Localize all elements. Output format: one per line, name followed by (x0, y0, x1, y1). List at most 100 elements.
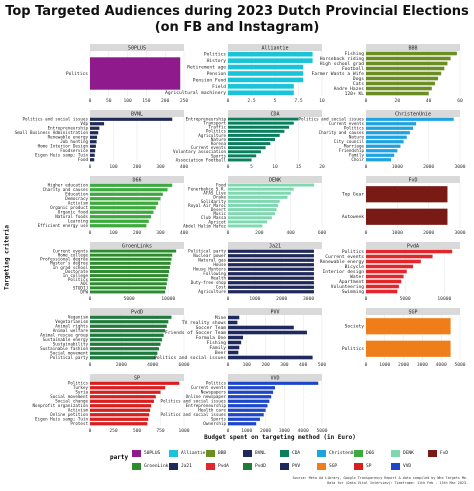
legend-item: BBB (206, 448, 226, 458)
y-tick-label: Home college (58, 253, 89, 258)
facet-strip (90, 242, 184, 249)
facet-strip-label: SP (134, 375, 140, 381)
legend-label: Ja21 (181, 463, 192, 469)
y-tick-label: Solidarity (201, 199, 227, 204)
x-tick-label: 0 (89, 428, 92, 434)
y-tick-label: Social movement (50, 351, 88, 356)
bar (366, 284, 399, 289)
y-tick-label: Charity and causes (43, 187, 89, 192)
x-tick-label: 200 (255, 230, 264, 236)
y-tick-label: Politics (342, 346, 364, 352)
y-tick-label: Dogs (353, 76, 364, 82)
y-tick-label: Online newspaper (186, 394, 227, 399)
x-tick-label: 200 (161, 98, 170, 104)
facet-strip-label: Ja21 (269, 243, 281, 249)
y-tick-label: Agriculture (198, 289, 226, 294)
bar (90, 253, 173, 257)
bar (90, 219, 149, 223)
facet-strip (228, 374, 322, 381)
y-tick-label: Beer (215, 350, 226, 356)
y-tick-label: Nature (211, 137, 227, 142)
y-tick-label: Politics (68, 277, 89, 282)
bar (366, 126, 413, 130)
legend-swatch (391, 449, 400, 457)
x-tick-label: 0 (89, 362, 92, 368)
x-tick-label: 400 (287, 230, 296, 236)
bar (90, 422, 148, 426)
bar (90, 270, 170, 273)
facet-strip-label: CDA (270, 111, 279, 117)
facet-strip-label: PVV (270, 309, 279, 315)
bar (366, 259, 421, 264)
y-tick-label: Animal rights (55, 324, 88, 329)
y-tick-label: Health care (198, 408, 226, 413)
x-tick-label: 100 (243, 362, 252, 368)
x-tick-label: 250 (109, 428, 118, 434)
y-tick-label: Family (349, 153, 365, 158)
bar (366, 81, 435, 86)
y-tick-label: Current events (325, 254, 364, 260)
bar (366, 279, 402, 284)
bar (228, 142, 271, 146)
y-tick-label: Field (212, 84, 226, 90)
y-tick-label: Mine (215, 315, 226, 321)
x-tick-label: 0 (227, 362, 230, 368)
y-tick-label: DFW (80, 289, 88, 294)
legend-swatch (132, 462, 141, 470)
y-tick-label: Organic product (50, 205, 88, 210)
y-tick-label: Agriculture (198, 133, 226, 138)
y-tick-label: Royal Air Maroc (188, 203, 226, 208)
bar (228, 77, 304, 83)
x-tick-label: 0 (365, 296, 368, 302)
bar (228, 290, 314, 294)
y-tick-label: Cost (216, 285, 227, 290)
bar (90, 329, 166, 333)
facet-strip-label: VVD (270, 375, 279, 381)
x-tick-label: 10000 (161, 296, 175, 302)
bar (90, 356, 156, 360)
x-tick-label: 4000 (436, 362, 447, 368)
x-tick-label: 7.5 (294, 98, 303, 104)
bar (228, 125, 290, 129)
x-tick-label: 100 (109, 230, 118, 236)
bar (228, 121, 294, 125)
legend-label: BBB (218, 450, 227, 456)
y-tick-label: Horseback riding (320, 56, 364, 62)
bar (90, 126, 100, 130)
legend-item: CDA (280, 448, 300, 458)
bar (228, 417, 260, 421)
y-tick-label: Doctorate (65, 269, 88, 274)
x-tick-label: 5 (250, 164, 253, 170)
bar (90, 149, 96, 153)
y-tick-label: Korena (211, 141, 227, 146)
x-tick-label: 2.5 (247, 98, 256, 104)
x-tick-label: 1000 (241, 428, 252, 434)
bar (90, 413, 150, 417)
y-tick-label: Fishing (345, 51, 365, 57)
bar (228, 212, 275, 216)
y-tick-label: Sustainability (53, 342, 89, 347)
x-tick-label: 2000 (116, 362, 127, 368)
bar (90, 197, 161, 201)
x-tick-label: 0 (227, 164, 230, 170)
y-tick-label: Democracy (65, 196, 88, 201)
bar (228, 422, 257, 426)
x-tick-label: 20 (395, 98, 401, 104)
y-tick-label: Eigen Huis samp; Tuin (35, 153, 88, 158)
bar (90, 183, 173, 187)
bar (228, 355, 313, 360)
y-tick-label: Politics (206, 129, 227, 134)
y-tick-label: Politics (206, 381, 227, 386)
bar (366, 71, 442, 76)
caption-line1: Source: Meta Ad Library, Google Transpar… (292, 476, 468, 480)
bar (228, 58, 313, 63)
bar (228, 90, 294, 96)
facet-panel-cda: CDA 0 5 10 15 20 EntrepreneurshipTransportTraf… (173, 110, 325, 170)
bar (228, 146, 266, 150)
facet-strip (228, 308, 322, 315)
bar (366, 149, 398, 153)
bar (228, 258, 314, 262)
y-tick-label: Sports (211, 417, 227, 422)
